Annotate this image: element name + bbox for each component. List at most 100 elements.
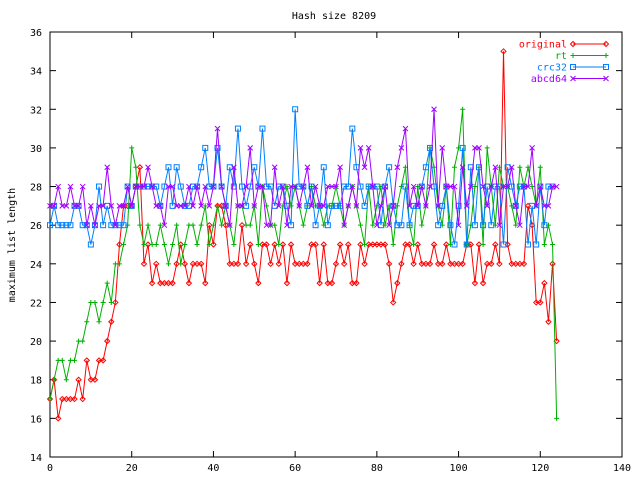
rt-point bbox=[480, 242, 486, 247]
abcd64-point bbox=[480, 183, 486, 190]
abcd64-point bbox=[304, 164, 311, 171]
abcd64-point bbox=[59, 203, 66, 209]
abcd64-point bbox=[231, 164, 237, 171]
abcd64-point bbox=[414, 203, 421, 209]
rt-point bbox=[370, 222, 376, 228]
crc32-point bbox=[459, 144, 466, 151]
original-point bbox=[365, 241, 372, 248]
original-point bbox=[520, 260, 528, 268]
crc32-point bbox=[149, 183, 156, 190]
original-point bbox=[353, 279, 360, 287]
y-tick-label: 32 bbox=[30, 105, 42, 116]
rt-point bbox=[496, 164, 502, 170]
original-point bbox=[59, 395, 66, 403]
crc32-point bbox=[373, 183, 380, 190]
abcd64-point bbox=[337, 164, 343, 171]
series-original bbox=[46, 48, 560, 422]
rt-point bbox=[84, 319, 90, 325]
original-point bbox=[210, 241, 217, 248]
rt-point bbox=[210, 222, 216, 228]
rt-point bbox=[231, 242, 237, 247]
legend-label-rt: rt bbox=[555, 51, 567, 62]
abcd64-point bbox=[508, 164, 515, 171]
legend-label-abcd64: abcd64 bbox=[531, 74, 567, 85]
abcd64-point bbox=[169, 183, 176, 190]
abcd64-point bbox=[492, 164, 499, 171]
abcd64-point bbox=[517, 222, 523, 229]
original-point bbox=[508, 260, 515, 268]
original-point bbox=[165, 279, 172, 287]
rt-point bbox=[145, 222, 151, 228]
abcd64-point bbox=[173, 203, 180, 209]
rt-point bbox=[451, 164, 457, 170]
rt-point bbox=[182, 242, 188, 247]
rt-point bbox=[194, 242, 200, 247]
original-point bbox=[271, 241, 278, 248]
original-point bbox=[251, 260, 258, 268]
abcd64-point bbox=[79, 183, 86, 190]
crc32-point bbox=[63, 222, 70, 229]
original-point bbox=[349, 279, 356, 287]
abcd64-point bbox=[447, 183, 454, 190]
crc32-point bbox=[451, 241, 458, 248]
original-point bbox=[545, 318, 552, 325]
rt-point bbox=[129, 145, 135, 151]
x-tick-label: 100 bbox=[450, 463, 468, 474]
original-point bbox=[541, 279, 548, 287]
rt-point bbox=[541, 242, 547, 247]
crc32-point bbox=[537, 183, 544, 190]
crc32-point bbox=[541, 222, 548, 229]
rt-point bbox=[513, 222, 519, 228]
legend-original-point bbox=[602, 40, 610, 48]
rt-point bbox=[419, 222, 425, 228]
abcd64-point bbox=[374, 222, 380, 229]
abcd64-point bbox=[259, 183, 266, 190]
crc32-point bbox=[398, 222, 405, 229]
rt-point bbox=[411, 242, 417, 247]
original-point bbox=[479, 279, 487, 287]
x-tick-label: 40 bbox=[207, 463, 219, 474]
y-tick-label: 18 bbox=[30, 376, 42, 387]
original-point bbox=[459, 260, 466, 268]
original-point bbox=[361, 260, 368, 268]
crc32-point bbox=[288, 222, 295, 229]
abcd64-point bbox=[300, 183, 307, 190]
rt-point bbox=[92, 299, 98, 305]
crc32-point bbox=[377, 222, 384, 229]
abcd64-point bbox=[206, 203, 213, 209]
rt-point bbox=[80, 338, 86, 344]
rt-point bbox=[247, 222, 253, 228]
crc32-point bbox=[165, 164, 172, 171]
crc32-point bbox=[431, 183, 438, 190]
abcd64-point bbox=[439, 145, 446, 151]
original-point bbox=[234, 260, 242, 268]
abcd64-point bbox=[267, 222, 274, 229]
abcd64-point bbox=[398, 145, 405, 151]
abcd64-point bbox=[365, 145, 372, 151]
crc32-point bbox=[120, 222, 127, 229]
original-point bbox=[230, 260, 238, 268]
original-point bbox=[308, 241, 315, 248]
crc32-point bbox=[145, 183, 152, 190]
y-tick-label: 30 bbox=[30, 144, 42, 155]
crc32-point bbox=[243, 202, 250, 209]
rt-point bbox=[517, 164, 523, 170]
original-point bbox=[345, 241, 352, 248]
rt-point bbox=[300, 222, 306, 228]
abcd64-point bbox=[124, 183, 131, 190]
abcd64-point bbox=[280, 183, 286, 190]
y-tick-label: 36 bbox=[30, 28, 42, 39]
rt-point bbox=[174, 222, 180, 228]
original-point bbox=[389, 299, 397, 306]
crc32-point bbox=[206, 183, 213, 190]
abcd64-point bbox=[292, 183, 298, 190]
abcd64-point bbox=[541, 203, 548, 209]
original-point bbox=[447, 260, 454, 268]
abcd64-point bbox=[116, 203, 123, 209]
original-point bbox=[316, 279, 323, 287]
abcd64-point bbox=[198, 203, 205, 209]
original-point bbox=[512, 260, 519, 268]
rt-point bbox=[554, 415, 560, 421]
